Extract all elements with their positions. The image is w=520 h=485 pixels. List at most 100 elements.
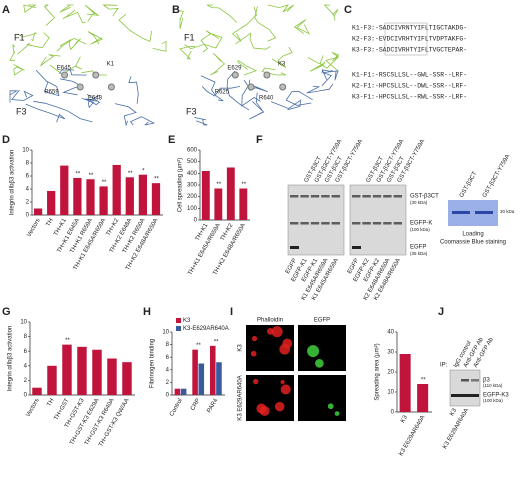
row-label: K3 E629AR640A xyxy=(238,375,244,420)
domain-label: F1 xyxy=(184,32,195,42)
y-tick-label: 8 xyxy=(24,334,28,340)
residue xyxy=(247,83,255,91)
bar xyxy=(192,349,198,395)
band xyxy=(290,195,299,198)
cell xyxy=(307,345,320,358)
structure-trace xyxy=(33,100,93,123)
structure-trace xyxy=(9,44,16,61)
bar xyxy=(226,167,235,220)
bar xyxy=(125,177,134,215)
bar xyxy=(151,183,161,215)
bar xyxy=(112,164,121,215)
significance: ** xyxy=(154,177,159,183)
structure-trace xyxy=(102,4,119,17)
structure-trace xyxy=(56,38,87,52)
structure-trace xyxy=(237,59,258,76)
sequence-row: K2-F3:-EVDCIVRHTYIFLTVDPTAKFG- xyxy=(352,36,467,43)
structure-trace xyxy=(235,32,271,50)
residue xyxy=(263,71,271,79)
bar xyxy=(62,344,72,395)
structure-trace xyxy=(306,83,334,94)
column-label: EGFP xyxy=(314,318,330,324)
marker-label: EGFP xyxy=(410,245,426,251)
band xyxy=(372,222,382,225)
y-tick-label: 0 xyxy=(24,393,28,399)
x-tick-label: TH xyxy=(46,218,55,228)
marker-label: EGFP-K xyxy=(410,221,432,227)
structure-trace xyxy=(331,52,339,62)
bar xyxy=(60,165,69,215)
y-tick-label: 2 xyxy=(26,200,30,206)
highlight xyxy=(384,22,428,56)
structure-trace xyxy=(254,6,277,42)
band xyxy=(352,222,361,225)
band xyxy=(461,379,469,382)
y-tick-label: 10 xyxy=(162,330,169,336)
bar xyxy=(417,384,429,412)
structure-trace xyxy=(62,9,86,24)
structure-trace xyxy=(9,90,19,103)
structure-trace xyxy=(271,46,293,68)
y-axis-label: Spreading area (μm²) xyxy=(375,343,381,400)
column-label: Phalloidin xyxy=(257,318,283,324)
y-tick-label: 0 xyxy=(26,213,30,219)
significance: ** xyxy=(216,182,221,188)
structure-trace xyxy=(241,79,261,107)
significance: ** xyxy=(128,171,133,177)
structure-trace xyxy=(59,38,81,51)
cell xyxy=(274,401,285,412)
domain-label: F3 xyxy=(16,106,27,116)
band xyxy=(331,195,340,198)
residue xyxy=(61,71,69,79)
significance: ** xyxy=(241,182,246,188)
residue-label: E645 xyxy=(57,66,72,72)
panel-letter: H xyxy=(143,306,151,318)
structure-trace xyxy=(201,86,241,97)
gel xyxy=(449,369,481,407)
y-axis-label: Cell spreading (μm²) xyxy=(178,158,184,212)
panel-letter: I xyxy=(230,306,233,318)
marker-label: GST-β3CT xyxy=(410,194,439,200)
significance: ** xyxy=(89,173,94,179)
band xyxy=(393,195,402,198)
cell xyxy=(250,350,257,357)
bar xyxy=(32,387,42,395)
structure-trace xyxy=(85,93,101,106)
cell xyxy=(251,335,258,342)
band xyxy=(362,222,371,225)
band xyxy=(452,211,470,214)
structure-trace xyxy=(128,76,139,104)
band xyxy=(331,222,340,225)
legend-swatch xyxy=(176,318,181,323)
panel-letter: B xyxy=(172,4,180,16)
significance: ** xyxy=(196,343,201,349)
domain-label: F1 xyxy=(14,32,25,42)
cell xyxy=(334,411,340,416)
y-tick-label: 0 xyxy=(166,393,170,399)
band xyxy=(383,195,392,198)
structure-trace xyxy=(87,31,104,45)
band xyxy=(393,222,402,225)
cell xyxy=(256,403,267,414)
significance: ** xyxy=(421,378,426,384)
cell xyxy=(280,384,291,395)
residue-label: R659 xyxy=(44,90,59,96)
bar xyxy=(138,174,148,215)
band-label: β3 xyxy=(483,378,490,384)
band xyxy=(300,195,309,198)
ip-label: IP: xyxy=(440,363,448,369)
band xyxy=(352,246,361,249)
structure-trace xyxy=(43,4,56,26)
structure-trace xyxy=(81,94,101,109)
y-tick-label: 8 xyxy=(166,342,170,348)
y-tick-label: 600 xyxy=(187,148,198,154)
cell xyxy=(253,378,259,385)
lane-label: K3 xyxy=(449,407,458,417)
y-tick-label: 200 xyxy=(187,194,198,200)
bar xyxy=(92,349,102,395)
significance: ** xyxy=(214,339,219,345)
residue xyxy=(107,83,115,91)
caption: Coomassie Blue staining xyxy=(440,240,506,246)
structure-trace xyxy=(23,4,37,14)
structure-trace xyxy=(321,68,333,80)
